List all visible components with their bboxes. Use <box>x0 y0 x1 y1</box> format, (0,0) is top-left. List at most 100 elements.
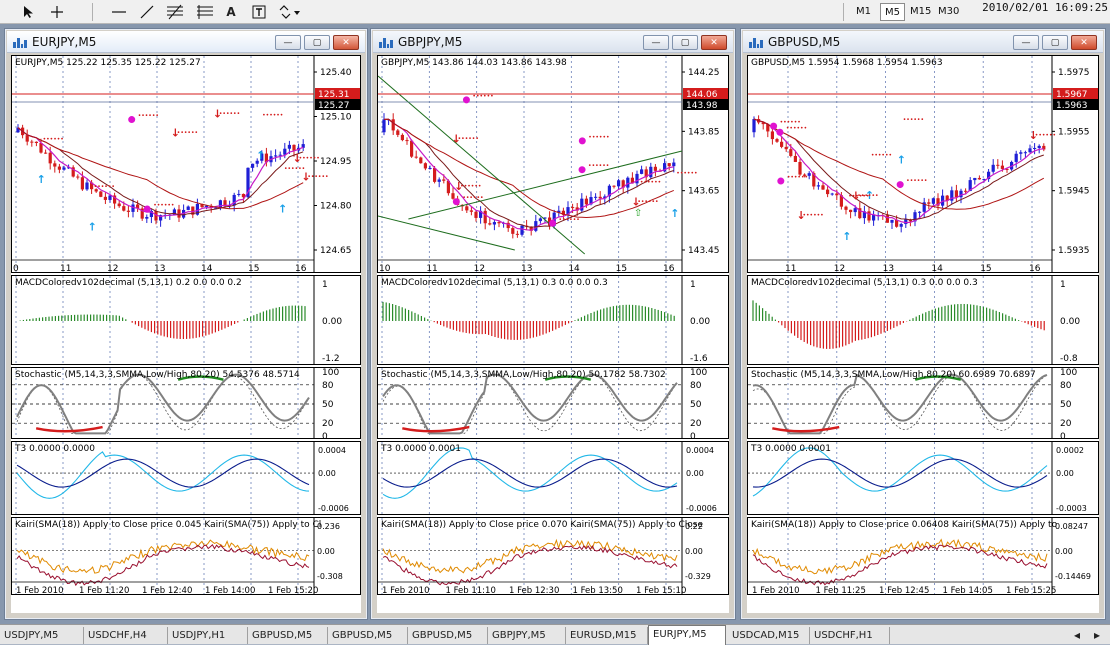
sell-arrow-icon: ↓ <box>293 152 302 165</box>
tab-eurusd-m15[interactable]: EURUSD,M15 <box>566 627 648 644</box>
tab-usdjpy-h1[interactable]: USDJPY,H1 <box>168 627 248 644</box>
trendline-icon[interactable] <box>136 2 158 22</box>
pane-t3-svg: 0.0004 0.00 -0.0006 <box>12 442 349 514</box>
bid-price-text: 1.5963 <box>1056 101 1088 111</box>
pane-macd[interactable]: 1 0.00 -1.6 MACDColoredv102decimal (5,13,1)… <box>377 275 729 365</box>
timeframe-m1[interactable]: M1 <box>856 6 871 17</box>
fibo-icon[interactable] <box>164 2 186 22</box>
close-icon[interactable]: ✕ <box>701 35 727 50</box>
chart-plot-area[interactable]: •••••• ↑ •••••• ↓ •••••• ↓ •••••• ↓ •••••• ↓ •••••… <box>11 55 361 613</box>
tab-usdchf-h1[interactable]: USDCHF,H1 <box>810 627 890 644</box>
candle-body <box>44 152 48 154</box>
pane-kairi[interactable]: 0.236 0.00 -0.308 1 Feb 2010 1 Feb 11:20 1 Fe… <box>11 517 361 595</box>
bid-price-tag <box>315 99 360 110</box>
candle-body <box>186 206 190 210</box>
close-icon[interactable]: ✕ <box>1071 35 1097 50</box>
pane-t3[interactable]: 0.0004 0.00 -0.0006 T3 0.0000 0.0000 <box>11 441 361 515</box>
candle-body <box>968 180 972 192</box>
timeframe-m5[interactable]: M5 <box>880 3 905 21</box>
crosshair-icon[interactable] <box>46 2 68 22</box>
server-clock: 2010/02/01 16:09:25 <box>982 1 1108 14</box>
pane-main[interactable]: •••••• •••••• ⇧ •••••• •••••• ↓ •••••• ↓ •••••• •… <box>377 55 729 273</box>
pane-macd[interactable]: 1 0.00 -0.8 MACDColoredv102decimal (5,13,1)… <box>747 275 1099 365</box>
candle-body <box>630 177 634 184</box>
pane-main[interactable]: •••••• ↑ •••••• ↓ •••••• ↓ •••••• ↓ •••••• ↓ •••••… <box>11 55 361 273</box>
hour-label: 16 <box>1029 264 1041 273</box>
candle-body <box>904 219 908 225</box>
candle-body <box>816 185 820 187</box>
candle-body <box>260 153 264 161</box>
pane-stoch[interactable]: 100 80 50 20 0 Stochastic (M5,14,3,3,SMMA,Low… <box>747 367 1099 439</box>
candle-body <box>867 211 871 221</box>
window-titlebar[interactable]: EURJPY,M5 — ▢ ✕ <box>7 31 365 53</box>
timeframe-m30[interactable]: M30 <box>938 6 960 17</box>
pane-macd[interactable]: 1 0.00 -1.2 MACDColoredv102decimal (5,13,1)… <box>11 275 361 365</box>
window-titlebar[interactable]: GBPUSD,M5 — ▢ ✕ <box>743 31 1103 53</box>
candle-body <box>301 144 305 148</box>
pane-stoch[interactable]: 100 80 50 20 0 Stochastic (M5,14,3,3,SMMA,Low… <box>377 367 729 439</box>
window-titlebar[interactable]: GBPJPY,M5 — ▢ ✕ <box>373 31 733 53</box>
cursor-icon[interactable] <box>18 2 40 22</box>
pane-t3[interactable]: 0.0004 0.00 -0.0006 T3 0.0000 0.0001 <box>377 441 729 515</box>
date-label: 1 Feb 14:00 <box>205 586 255 595</box>
hline-icon[interactable] <box>108 2 130 22</box>
price-tick: 144.25 <box>688 68 720 78</box>
chart-window-icon <box>13 36 27 48</box>
trend-line <box>408 150 683 220</box>
tab-usdjpy-m5[interactable]: USDJPY,M5 <box>0 627 84 644</box>
date-label: 1 Feb 2010 <box>16 586 64 595</box>
shapes-icon[interactable] <box>278 2 300 22</box>
candle-body <box>1023 152 1027 154</box>
stoch-tick: 0 <box>690 432 696 439</box>
candle-body <box>594 196 598 198</box>
minimize-icon[interactable]: — <box>643 35 669 50</box>
kairi-short-line <box>382 538 678 574</box>
candle-body <box>136 204 140 209</box>
fibo-fan-icon[interactable] <box>194 2 216 22</box>
date-label: 1 Feb 2010 <box>752 586 800 595</box>
close-icon[interactable]: ✕ <box>333 35 359 50</box>
date-label: 1 Feb 15:10 <box>636 586 686 595</box>
ma-red-line <box>383 118 674 219</box>
restore-icon[interactable]: ▢ <box>672 35 698 50</box>
chart-window-gbpjpy[interactable]: GBPJPY,M5— ▢ ✕ •••••• •••••• ⇧ •••••• •••••• ↓ ••… <box>370 28 736 620</box>
timeframe-m15[interactable]: M15 <box>910 6 932 17</box>
text-icon[interactable]: A <box>226 5 236 19</box>
pane-kairi[interactable]: 0.22 0.00 -0.329 1 Feb 2010 1 Feb 11:10 1 Feb… <box>377 517 729 595</box>
candle-body <box>770 131 774 140</box>
chart-window-eurjpy[interactable]: EURJPY,M5— ▢ ✕ •••••• ↑ •••••• ↓ •••••• ↓ •••••• ↓… <box>4 28 368 620</box>
chart-window-gbpusd[interactable]: GBPUSD,M5— ▢ ✕ •••••• ↑ •••••• •••••• ↓ •••••• ↑ •… <box>740 28 1106 620</box>
tab-gbpusd-m5-1[interactable]: GBPUSD,M5 <box>248 627 328 644</box>
toolbar-separator <box>92 3 93 21</box>
candle-body <box>515 233 519 235</box>
pane-stoch[interactable]: 100 80 50 20 0 Stochastic (M5,14,3,3,SMMA,Low… <box>11 367 361 439</box>
pane-kairi[interactable]: 0.08247 0.00 -0.14469 1 Feb 2010 1 Feb 11:25… <box>747 517 1099 595</box>
tab-usdchf-h4[interactable]: USDCHF,H4 <box>84 627 168 644</box>
tab-scroll-left-icon[interactable]: ◂ <box>1073 627 1081 642</box>
tab-gbpjpy-m5[interactable]: GBPJPY,M5 <box>488 627 566 644</box>
tab-scroll-right-icon[interactable]: ▸ <box>1093 627 1101 642</box>
stoch-overbought-line <box>544 375 592 381</box>
minimize-icon[interactable]: — <box>1013 35 1039 50</box>
price-tick: 143.85 <box>688 127 720 137</box>
tab-eurjpy-m5[interactable]: EURJPY,M5 <box>648 625 726 645</box>
label-icon[interactable] <box>248 2 270 22</box>
tab-gbpusd-m5-3[interactable]: GBPUSD,M5 <box>408 627 488 644</box>
pane-t3[interactable]: 0.0002 0.00 -0.0003 T3 0.0000 0.0001 <box>747 441 1099 515</box>
signal-dots-icon: •••••• <box>177 129 198 136</box>
hour-label: 11 <box>785 264 796 273</box>
price-tick: 125.10 <box>320 113 352 123</box>
candle-body <box>474 211 478 218</box>
pane-main[interactable]: •••••• ↑ •••••• •••••• ↓ •••••• ↑ •••••• •••••• ↓… <box>747 55 1099 273</box>
ma-red-line <box>753 118 1045 210</box>
restore-icon[interactable]: ▢ <box>1042 35 1068 50</box>
tab-usdcad-m15[interactable]: USDCAD,M15 <box>728 627 810 644</box>
tab-gbpusd-m5-2[interactable]: GBPUSD,M5 <box>328 627 408 644</box>
minimize-icon[interactable]: — <box>275 35 301 50</box>
restore-icon[interactable]: ▢ <box>304 35 330 50</box>
pane-t3-svg: 0.0004 0.00 -0.0006 <box>378 442 717 514</box>
chart-plot-area[interactable]: •••••• ↑ •••••• •••••• ↓ •••••• ↑ •••••• •••••• ↓… <box>747 55 1099 613</box>
stoch-tick: 0 <box>322 432 328 439</box>
signal-dots-icon: •••••• <box>676 170 697 177</box>
chart-plot-area[interactable]: •••••• •••••• ⇧ •••••• •••••• ↓ •••••• ↓ •••••• •… <box>377 55 729 613</box>
